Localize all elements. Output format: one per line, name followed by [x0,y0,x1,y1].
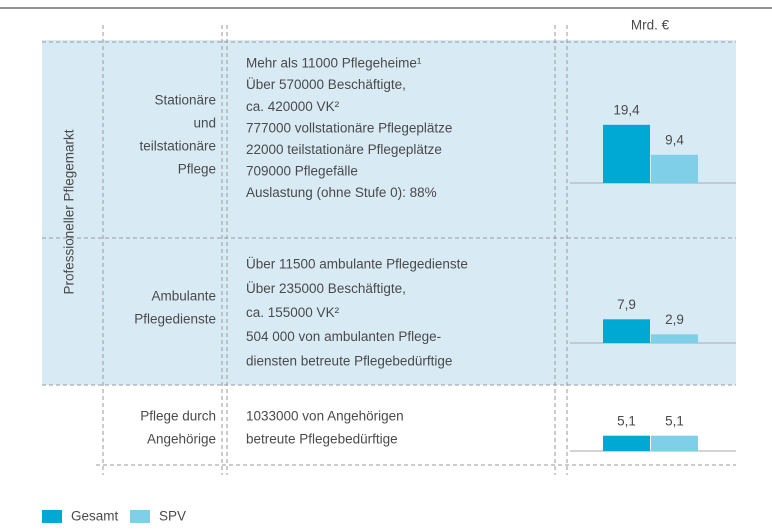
row-detail: Über 235000 Beschäftigte, [246,281,406,296]
row-detail: Über 570000 Beschäftigte, [246,77,406,92]
row-detail: Über 11500 ambulante Pflegedienste [246,257,468,272]
row-detail: 504 000 von ambulanten Pflege- [246,329,441,344]
row-detail: diensten betreute Pflegebedürftige [246,353,452,368]
bar [651,435,698,451]
legend-swatch [130,510,150,523]
value-label: 5,1 [665,413,684,428]
row-detail: betreute Pflegebedürftige [246,432,398,447]
bar [651,334,698,343]
row-detail: ca. 420000 VK² [246,99,340,114]
row-detail: ca. 155000 VK² [246,305,340,320]
row-label: Angehörige [147,432,216,447]
row-detail: 709000 Pflegefälle [246,164,358,179]
row-detail: Auslastung (ohne Stufe 0): 88% [246,185,437,200]
row-label: Stationäre [154,93,216,108]
legend-label: SPV [159,509,186,524]
value-label: 2,9 [665,312,684,327]
row-detail: 1033000 von Angehörigen [246,409,404,424]
row-detail: 22000 teilstationäre Pflegeplätze [246,142,442,157]
unit-label: Mrd. € [631,18,670,33]
value-label: 7,9 [617,297,636,312]
row-label: Pflege durch [140,409,216,424]
row-label: und [193,116,216,131]
row-detail: 777000 vollstationäre Pflegeplätze [246,120,452,135]
row-label: Pflege [178,162,216,177]
legend-swatch [42,510,62,523]
legend-label: Gesamt [71,509,119,524]
bar [603,435,650,451]
value-label: 9,4 [665,132,684,147]
bar [651,154,698,183]
value-label: 19,4 [613,102,640,117]
row-detail: Mehr als 11000 Pflegeheime¹ [246,56,422,71]
bar [603,124,650,183]
row-label: Pflegedienste [134,312,216,327]
bar [603,319,650,343]
value-label: 5,1 [617,413,636,428]
row-label: teilstationäre [139,139,216,154]
row-label: Ambulante [151,289,216,304]
side-label: Professioneller Pflegemarkt [62,129,77,294]
